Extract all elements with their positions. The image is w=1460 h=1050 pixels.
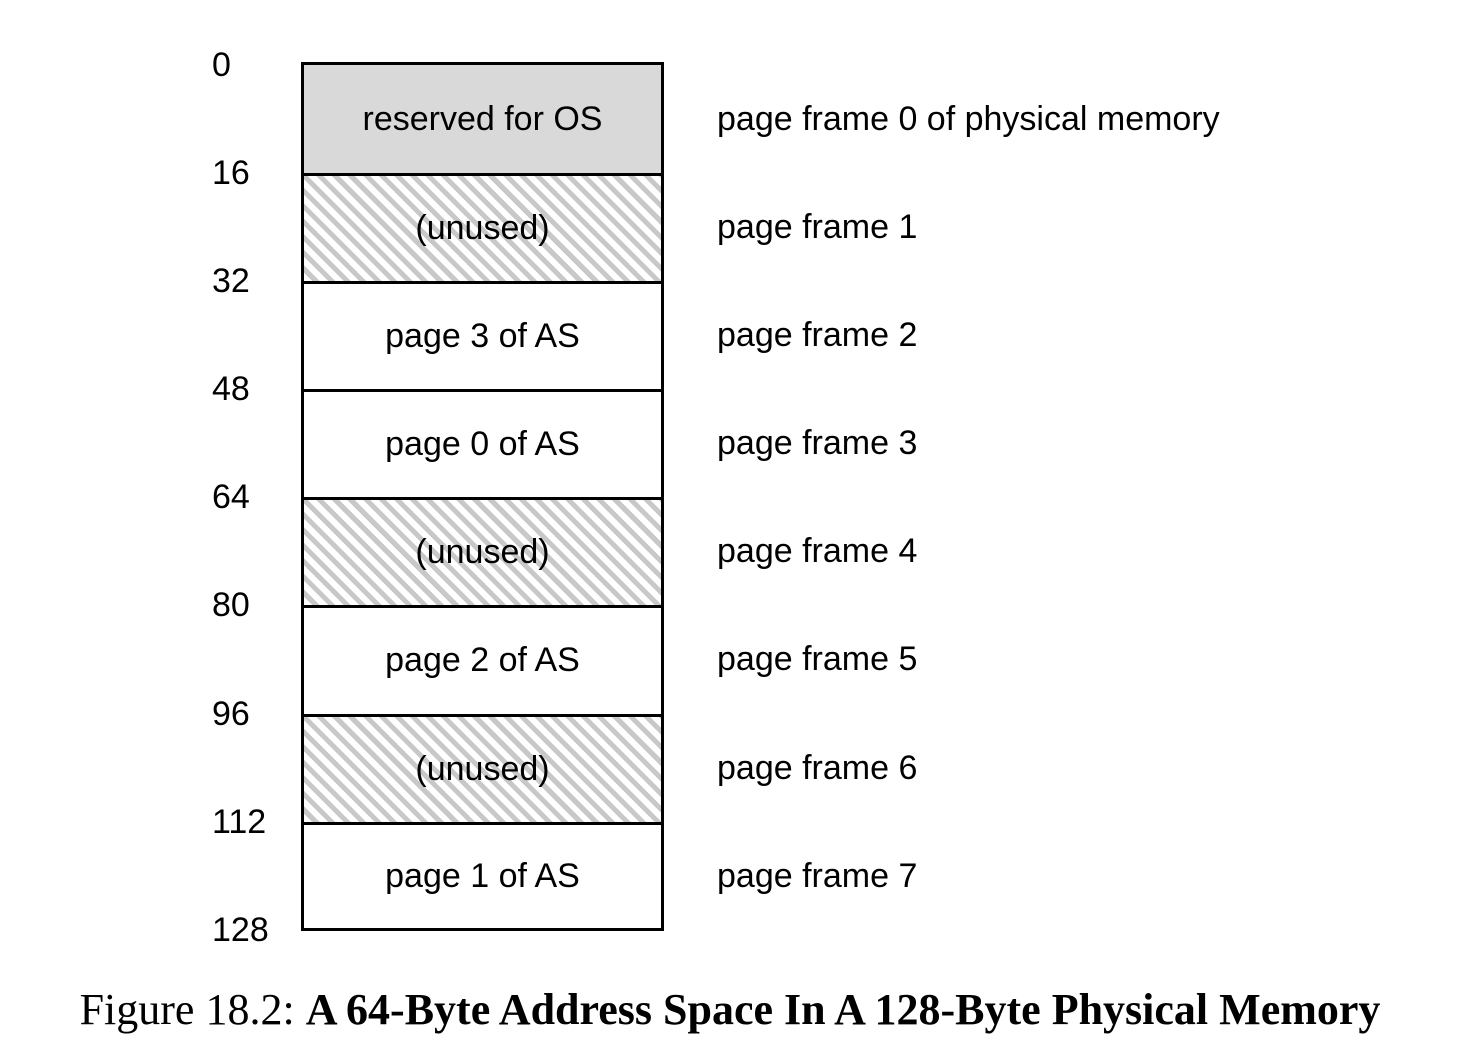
figure-caption: Figure 18.2: A 64-Byte Address Space In … bbox=[0, 984, 1460, 1036]
frame-block: (unused) bbox=[304, 497, 661, 605]
address-label: 0 bbox=[212, 46, 231, 84]
page-frame-label: page frame 2 bbox=[717, 316, 918, 354]
frame-content: (unused) bbox=[415, 750, 550, 788]
address-label: 80 bbox=[212, 586, 250, 624]
page-frame-label: page frame 7 bbox=[717, 857, 918, 895]
page-frame-label: page frame 0 of physical memory bbox=[717, 100, 1220, 138]
physical-memory-diagram: 0 16 32 48 64 80 96 112 128 reserved for… bbox=[212, 46, 1220, 949]
frame-block: (unused) bbox=[304, 714, 661, 822]
address-label: 16 bbox=[212, 154, 250, 192]
page-frame-label: page frame 3 bbox=[717, 424, 918, 462]
frame-content: page 0 of AS bbox=[385, 425, 580, 463]
frame-content: (unused) bbox=[415, 533, 550, 571]
frame-block: reserved for OS bbox=[304, 65, 661, 173]
frame-content: page 3 of AS bbox=[385, 317, 580, 355]
frame-content: reserved for OS bbox=[362, 99, 603, 138]
page-frame-label: page frame 1 bbox=[717, 208, 918, 246]
frame-block: page 3 of AS bbox=[304, 281, 661, 389]
address-label: 96 bbox=[212, 695, 250, 733]
frame-block: (unused) bbox=[304, 173, 661, 281]
address-label: 64 bbox=[212, 478, 250, 516]
frame-content: page 1 of AS bbox=[385, 857, 580, 895]
frame-block: page 2 of AS bbox=[304, 605, 661, 713]
address-label: 48 bbox=[212, 370, 250, 408]
page-frame-label: page frame 5 bbox=[717, 640, 918, 678]
caption-prefix: Figure 18.2: bbox=[79, 985, 295, 1034]
caption-title: A 64-Byte Address Space In A 128-Byte Ph… bbox=[305, 985, 1381, 1034]
address-label: 128 bbox=[212, 911, 269, 949]
frame-block: page 1 of AS bbox=[304, 822, 661, 928]
page-frame-label: page frame 4 bbox=[717, 532, 918, 570]
physical-memory-column: reserved for OS (unused) page 3 of AS pa… bbox=[301, 62, 664, 931]
frame-block: page 0 of AS bbox=[304, 389, 661, 497]
address-label: 32 bbox=[212, 262, 250, 300]
frame-content: page 2 of AS bbox=[385, 641, 580, 679]
frame-content: (unused) bbox=[415, 209, 550, 247]
address-label: 112 bbox=[212, 803, 267, 841]
page-frame-label: page frame 6 bbox=[717, 749, 918, 787]
